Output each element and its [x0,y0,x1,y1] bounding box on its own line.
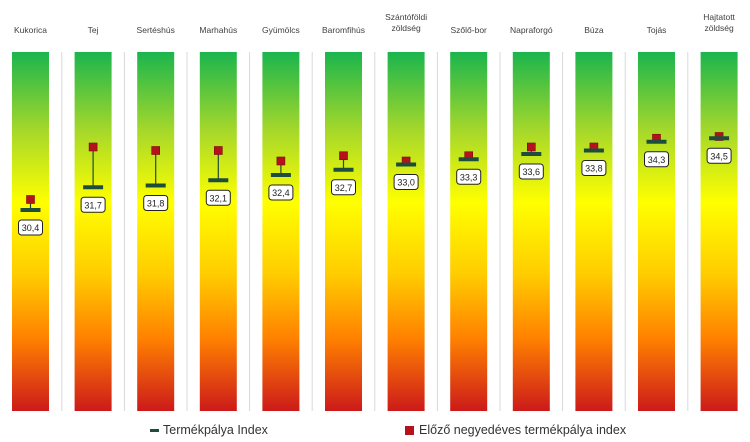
category-label: Búza [584,25,604,35]
category-label: Szőlő-bor [451,25,488,35]
legend-index-label: Termékpálya Index [163,423,268,437]
category-label: Napraforgó [510,25,553,35]
category-label-line: zöldség [704,23,734,33]
index-marker [333,167,354,172]
legend-item-index: Termékpálya Index [150,421,268,439]
previous-index-marker [214,146,223,155]
index-marker [458,157,479,162]
gradient-bar [74,52,112,411]
value-label-box [518,163,544,180]
previous-index-marker [26,195,35,204]
value-label: 32,4 [272,188,290,198]
value-label-box [205,189,231,206]
previous-index-marker [526,142,536,152]
index-marker [270,173,291,177]
index-marker [521,152,542,156]
category-label: Hajtatott zöldség [703,12,735,33]
gradient-bar [575,52,613,411]
value-label-box [393,174,419,190]
gradient-bar [262,52,300,411]
value-label: 30,4 [22,223,40,233]
category-label: Szántóföldi zöldség [385,12,427,33]
value-label-box [80,196,106,213]
index-marker [20,208,41,212]
column-11: Tojás 34,3 [638,25,689,411]
value-label-box [268,184,294,201]
index-marker [208,178,229,183]
value-label-box [644,151,669,168]
category-label-line: Szántóföldi [385,12,427,22]
column-8: Szőlő-bor 33,3 [450,25,501,411]
value-label: 32,1 [210,193,228,203]
category-label: Kukorica [14,25,47,35]
index-marker [709,136,730,141]
column-4: Marhahús 32,1 [199,25,251,411]
category-label: Tej [88,25,99,35]
index-marker [83,185,104,190]
category-label: Baromfihús [322,25,365,35]
value-label-box [143,195,169,211]
gradient-bar [638,52,675,411]
column-1: Kukorica 30,4 [12,25,63,411]
legend-previous-label: Előző negyedéves termékpálya index [419,423,627,437]
value-label: 32,7 [335,183,353,193]
value-label: 33,8 [585,164,603,174]
previous-index-marker [88,142,98,152]
value-label: 33,3 [460,172,478,182]
category-label: Marhahús [199,25,237,35]
legend: Termékpálya Index Előző negyedéves termé… [0,421,750,439]
gradient-bar [325,52,362,411]
value-label: 31,7 [84,200,102,210]
value-label: 31,8 [147,199,165,209]
column-12: Hajtatott zöldség 34,5 [700,12,738,411]
value-label: 33,0 [397,178,415,188]
category-label: Tojás [647,25,667,35]
value-label-box [456,168,482,185]
column-6: Baromfihús 32,7 [322,25,376,411]
index-marker [583,148,604,153]
value-label-box [18,219,43,236]
column-9: Napraforgó 33,6 [510,25,564,411]
gradient-bar [137,52,175,411]
value-label: 34,5 [710,151,728,161]
gradient-bar [700,52,738,411]
value-label-box [706,147,732,164]
index-marker [145,183,166,188]
gradient-bar [512,52,550,411]
legend-index-marker [150,428,159,432]
column-5: Gyümölcs 32,4 [262,25,313,411]
gradient-bar [199,52,237,411]
value-label: 33,6 [523,167,541,177]
column-3: Sertéshús 31,8 [137,25,188,411]
gradient-bar [387,52,425,411]
value-label-box [581,160,607,176]
column-2: Tej 31,7 [74,25,125,411]
category-label-line: zöldség [391,23,421,33]
column-10: Búza 33,8 [575,25,626,411]
value-label: 34,3 [648,155,666,165]
category-label: Sertéshús [137,25,175,35]
previous-index-marker [276,156,286,166]
index-marker [646,139,667,144]
column-7: Szántóföldi zöldség 33,0 [385,12,438,411]
legend-item-previous: Előző negyedéves termékpálya index [405,421,626,439]
legend-previous-marker [405,425,414,435]
previous-index-marker [339,151,348,161]
index-marker [396,162,417,167]
gradient-bar [450,52,488,411]
previous-index-marker [151,146,160,155]
category-label: Gyümölcs [262,25,300,35]
value-label-box [331,179,356,196]
category-label-line: Hajtatott [703,12,735,22]
